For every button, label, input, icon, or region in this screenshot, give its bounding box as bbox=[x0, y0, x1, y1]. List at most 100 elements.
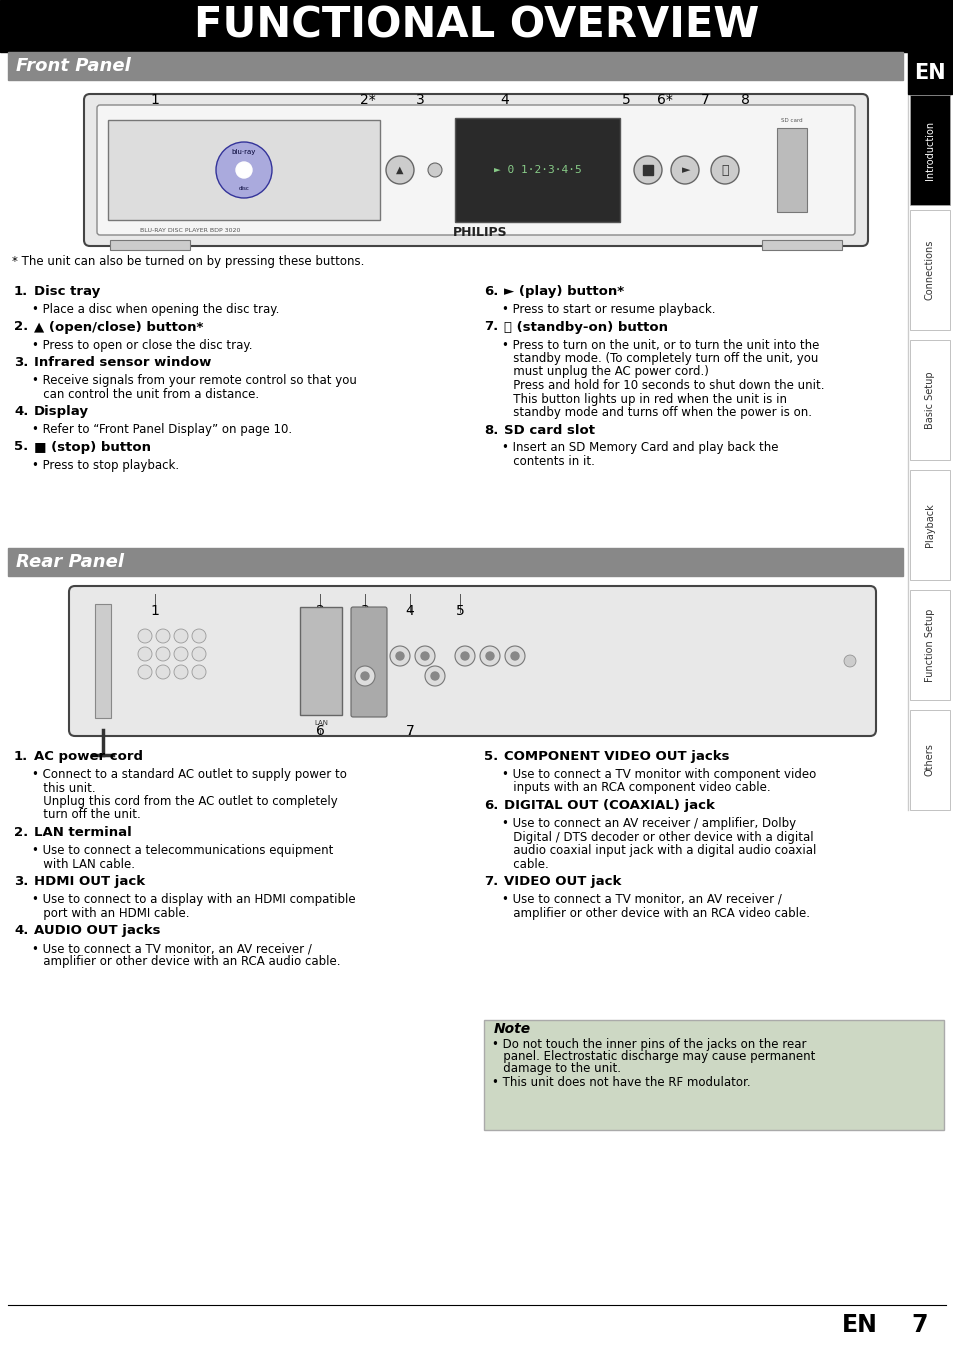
Text: • This unit does not have the RF modulator.: • This unit does not have the RF modulat… bbox=[492, 1076, 750, 1089]
Circle shape bbox=[710, 156, 739, 183]
Text: audio coaxial input jack with a digital audio coaxial: audio coaxial input jack with a digital … bbox=[501, 844, 816, 857]
Text: 6.: 6. bbox=[483, 284, 497, 298]
Circle shape bbox=[173, 665, 188, 679]
Text: SD card slot: SD card slot bbox=[503, 423, 595, 437]
Text: ► (play) button*: ► (play) button* bbox=[503, 284, 623, 298]
Circle shape bbox=[420, 652, 429, 661]
Bar bbox=[907, 53, 951, 94]
Bar bbox=[483, 1020, 943, 1130]
Bar bbox=[761, 240, 841, 249]
Text: Display: Display bbox=[34, 404, 89, 418]
Bar bbox=[642, 164, 652, 175]
Text: Connections: Connections bbox=[924, 240, 934, 301]
Bar bbox=[909, 590, 949, 700]
Text: blu·ray: blu·ray bbox=[232, 150, 256, 155]
Bar bbox=[776, 128, 806, 212]
Text: 7: 7 bbox=[700, 93, 709, 106]
Text: Disc tray: Disc tray bbox=[34, 284, 100, 298]
Text: • Use to connect a TV monitor, an AV receiver /: • Use to connect a TV monitor, an AV rec… bbox=[32, 942, 312, 954]
Bar bbox=[108, 120, 379, 220]
Text: 1.: 1. bbox=[14, 749, 29, 763]
Text: cable.: cable. bbox=[501, 857, 548, 871]
Bar bbox=[909, 210, 949, 330]
Text: 6.: 6. bbox=[483, 799, 497, 811]
Text: • Insert an SD Memory Card and play back the: • Insert an SD Memory Card and play back… bbox=[501, 442, 778, 454]
Circle shape bbox=[428, 163, 441, 177]
Circle shape bbox=[843, 655, 855, 667]
Text: 5: 5 bbox=[456, 604, 464, 617]
Text: ■ (stop) button: ■ (stop) button bbox=[34, 441, 151, 453]
Text: amplifier or other device with an RCA video cable.: amplifier or other device with an RCA vi… bbox=[501, 906, 809, 919]
Text: LAN terminal: LAN terminal bbox=[34, 826, 132, 838]
Text: 7.: 7. bbox=[483, 321, 497, 333]
Text: • Refer to “Front Panel Display” on page 10.: • Refer to “Front Panel Display” on page… bbox=[32, 423, 292, 435]
Text: AC power cord: AC power cord bbox=[34, 749, 143, 763]
Text: 2: 2 bbox=[315, 604, 324, 617]
Text: contents in it.: contents in it. bbox=[501, 456, 595, 468]
Text: Introduction: Introduction bbox=[924, 120, 934, 179]
Circle shape bbox=[504, 646, 524, 666]
Text: Press and hold for 10 seconds to shut down the unit.: Press and hold for 10 seconds to shut do… bbox=[501, 379, 823, 392]
Text: LAN: LAN bbox=[314, 720, 328, 727]
Text: 5: 5 bbox=[621, 93, 630, 106]
Text: standby mode. (To completely turn off the unit, you: standby mode. (To completely turn off th… bbox=[501, 352, 818, 365]
Text: BLU-RAY DISC PLAYER BDP 3020: BLU-RAY DISC PLAYER BDP 3020 bbox=[140, 228, 240, 232]
Circle shape bbox=[360, 673, 369, 679]
Bar bbox=[299, 607, 341, 714]
Circle shape bbox=[431, 673, 438, 679]
Text: • Connect to a standard AC outlet to supply power to: • Connect to a standard AC outlet to sup… bbox=[32, 768, 347, 780]
Circle shape bbox=[192, 630, 206, 643]
Text: Others: Others bbox=[924, 744, 934, 776]
Circle shape bbox=[156, 630, 170, 643]
Text: DIGITAL OUT (COAXIAL) jack: DIGITAL OUT (COAXIAL) jack bbox=[503, 799, 714, 811]
Text: EN: EN bbox=[841, 1313, 877, 1337]
Circle shape bbox=[192, 647, 206, 661]
Bar bbox=[8, 549, 902, 576]
Text: 3.: 3. bbox=[14, 875, 29, 888]
Text: • Use to connect to a display with an HDMI compatible: • Use to connect to a display with an HD… bbox=[32, 892, 355, 906]
Circle shape bbox=[156, 665, 170, 679]
Text: 7.: 7. bbox=[483, 875, 497, 888]
Text: this unit.: this unit. bbox=[32, 782, 95, 794]
Text: Infrared sensor window: Infrared sensor window bbox=[34, 356, 212, 369]
Text: 1.: 1. bbox=[14, 284, 29, 298]
Circle shape bbox=[173, 647, 188, 661]
Circle shape bbox=[460, 652, 469, 661]
Circle shape bbox=[173, 630, 188, 643]
Text: turn off the unit.: turn off the unit. bbox=[32, 809, 141, 821]
Circle shape bbox=[390, 646, 410, 666]
Text: PHILIPS: PHILIPS bbox=[453, 225, 507, 239]
Text: ►: ► bbox=[681, 164, 690, 175]
Text: • Do not touch the inner pins of the jacks on the rear: • Do not touch the inner pins of the jac… bbox=[492, 1038, 805, 1051]
Text: with LAN cable.: with LAN cable. bbox=[32, 857, 135, 871]
Text: Function Setup: Function Setup bbox=[924, 608, 934, 682]
Text: must unplug the AC power cord.): must unplug the AC power cord.) bbox=[501, 365, 708, 379]
Circle shape bbox=[215, 142, 272, 198]
FancyBboxPatch shape bbox=[69, 586, 875, 736]
Text: 6: 6 bbox=[315, 724, 324, 737]
Bar bbox=[95, 604, 111, 718]
Text: 4.: 4. bbox=[14, 404, 29, 418]
Text: 3.: 3. bbox=[14, 356, 29, 369]
Text: FUNCTIONAL OVERVIEW: FUNCTIONAL OVERVIEW bbox=[194, 5, 759, 47]
Text: • Place a disc when opening the disc tray.: • Place a disc when opening the disc tra… bbox=[32, 303, 279, 315]
Circle shape bbox=[479, 646, 499, 666]
Bar bbox=[909, 470, 949, 580]
Circle shape bbox=[424, 666, 444, 686]
Text: • Use to connect an AV receiver / amplifier, Dolby: • Use to connect an AV receiver / amplif… bbox=[501, 817, 796, 830]
Text: 5.: 5. bbox=[14, 441, 29, 453]
Text: ► 0 1·2·3·4·5: ► 0 1·2·3·4·5 bbox=[493, 164, 580, 175]
Circle shape bbox=[192, 665, 206, 679]
Bar bbox=[909, 710, 949, 810]
Text: 3: 3 bbox=[416, 93, 424, 106]
Text: COMPONENT VIDEO OUT jacks: COMPONENT VIDEO OUT jacks bbox=[503, 749, 729, 763]
Text: Rear Panel: Rear Panel bbox=[16, 553, 124, 572]
Text: 3: 3 bbox=[360, 604, 369, 617]
Text: 2.: 2. bbox=[14, 321, 29, 333]
Text: standby mode and turns off when the power is on.: standby mode and turns off when the powe… bbox=[501, 406, 811, 419]
Text: EN: EN bbox=[913, 63, 944, 84]
Text: inputs with an RCA component video cable.: inputs with an RCA component video cable… bbox=[501, 782, 770, 794]
Bar bbox=[110, 240, 190, 249]
Text: 4: 4 bbox=[405, 604, 414, 617]
Text: 1: 1 bbox=[151, 93, 159, 106]
